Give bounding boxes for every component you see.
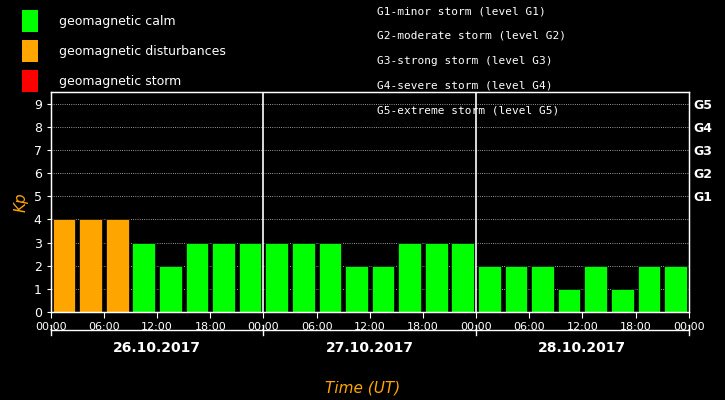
Text: G1-minor storm (level G1): G1-minor storm (level G1): [377, 6, 546, 16]
Bar: [664, 266, 687, 312]
Bar: [53, 219, 75, 312]
Bar: [292, 242, 315, 312]
Bar: [345, 266, 368, 312]
Bar: [505, 266, 527, 312]
Text: G3-strong storm (level G3): G3-strong storm (level G3): [377, 56, 552, 66]
Bar: [425, 242, 447, 312]
Bar: [611, 289, 634, 312]
Text: 28.10.2017: 28.10.2017: [539, 341, 626, 355]
Bar: [637, 266, 660, 312]
Bar: [558, 289, 581, 312]
Bar: [239, 242, 262, 312]
Bar: [79, 219, 102, 312]
Text: geomagnetic storm: geomagnetic storm: [59, 74, 182, 88]
Bar: [318, 242, 341, 312]
Text: 26.10.2017: 26.10.2017: [113, 341, 201, 355]
Text: G2-moderate storm (level G2): G2-moderate storm (level G2): [377, 31, 566, 41]
Bar: [159, 266, 182, 312]
Bar: [398, 242, 421, 312]
Bar: [186, 242, 208, 312]
Text: geomagnetic disturbances: geomagnetic disturbances: [59, 44, 226, 58]
Bar: [133, 242, 155, 312]
Bar: [372, 266, 394, 312]
Bar: [106, 219, 128, 312]
Text: geomagnetic calm: geomagnetic calm: [59, 14, 176, 28]
Text: G4-severe storm (level G4): G4-severe storm (level G4): [377, 80, 552, 90]
Bar: [452, 242, 474, 312]
Text: Time (UT): Time (UT): [325, 380, 400, 396]
Y-axis label: Kp: Kp: [13, 192, 28, 212]
Bar: [212, 242, 235, 312]
Bar: [531, 266, 554, 312]
Text: 27.10.2017: 27.10.2017: [326, 341, 414, 355]
Bar: [265, 242, 288, 312]
Text: G5-extreme storm (level G5): G5-extreme storm (level G5): [377, 105, 559, 115]
Bar: [478, 266, 501, 312]
Bar: [584, 266, 607, 312]
